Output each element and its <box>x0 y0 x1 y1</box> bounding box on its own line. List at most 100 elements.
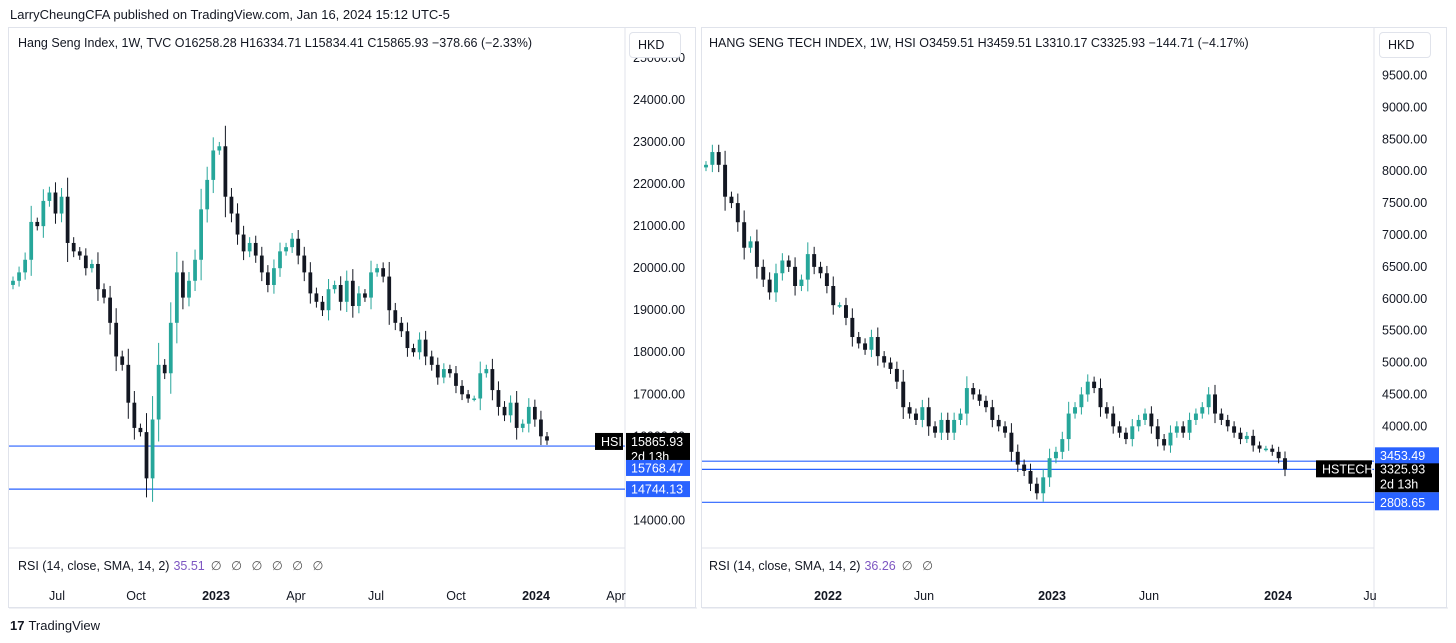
hsi-candlestick-chart[interactable]: 25000.0024000.0023000.0022000.0021000.00… <box>9 28 697 609</box>
candle-body <box>241 234 246 252</box>
candle-body <box>59 196 64 214</box>
candle-body <box>735 203 740 223</box>
candle-body <box>1206 394 1211 408</box>
hstech-legend: HANG SENG TECH INDEX, 1W, HSI O3459.51 H… <box>709 36 1249 50</box>
candle-body <box>996 419 1001 427</box>
candle-body <box>265 272 270 285</box>
x-tick-label: Ju <box>1363 589 1376 603</box>
candle-body <box>850 317 855 338</box>
candle-body <box>77 251 82 256</box>
candle-body <box>502 406 507 416</box>
candle-body <box>478 373 483 399</box>
candle-body <box>187 280 191 298</box>
candle-body <box>1232 426 1237 433</box>
candle-body <box>812 254 817 267</box>
candle-body <box>484 369 489 374</box>
candle-body <box>1073 407 1078 414</box>
hsi-chart-panel[interactable]: 25000.00 24000.00 23000.00 22000.00 21000.00… <box>8 27 697 609</box>
candle-body <box>460 385 464 395</box>
level-price-text: 2808.65 <box>1380 496 1425 510</box>
candle-body <box>545 436 549 441</box>
y-tick-label: 8000.00 <box>1382 164 1427 178</box>
candle-body <box>144 432 149 479</box>
candle-body <box>150 419 155 479</box>
x-tick-label: Jun <box>914 589 934 603</box>
candle-body <box>856 337 861 344</box>
candle-body <box>888 362 893 369</box>
y-tick-label: 17000.00 <box>633 387 685 401</box>
y-tick-label: 6500.00 <box>1382 260 1427 274</box>
candle-body <box>1104 407 1109 414</box>
candle-body <box>1053 451 1058 459</box>
candle-body <box>423 339 428 357</box>
candle-body <box>229 196 234 214</box>
candle-body <box>805 254 810 280</box>
x-tick-label: Oct <box>446 589 466 603</box>
candle-body <box>211 150 216 180</box>
x-tick-label: 2023 <box>202 589 230 603</box>
x-tick-label: 2022 <box>814 589 842 603</box>
candle-body <box>508 402 513 416</box>
y-tick-label: 8500.00 <box>1382 132 1427 146</box>
candle-body <box>369 272 373 298</box>
candle-body <box>47 192 52 201</box>
candle-body <box>761 266 766 280</box>
candle-body <box>156 364 161 420</box>
rsi-dots: ∅ ∅ <box>901 559 936 573</box>
candle-body <box>539 419 543 437</box>
candle-body <box>387 276 392 311</box>
candle-body <box>913 413 918 420</box>
hstech-currency-button[interactable]: HKD <box>1379 32 1431 58</box>
candle-body <box>490 369 495 391</box>
y-tick-label: 5500.00 <box>1382 324 1427 338</box>
x-tick-label: Jul <box>368 589 384 603</box>
candle-body <box>990 407 995 420</box>
candle-body <box>1060 439 1065 452</box>
candle-body <box>102 289 106 298</box>
candle-body <box>17 272 21 281</box>
candle-body <box>875 337 880 357</box>
candle-body <box>520 423 525 428</box>
candle-body <box>472 398 477 400</box>
candle-body <box>983 400 988 408</box>
symbol-tag-text: HSI <box>601 435 622 449</box>
hsi-currency-button[interactable]: HKD <box>629 32 681 58</box>
rsi-value: 35.51 <box>173 559 205 573</box>
symbol-tag <box>595 432 623 450</box>
y-tick-label: 21000.00 <box>633 219 685 233</box>
symbol-tag <box>1316 460 1372 478</box>
rsi-label: RSI (14, close, SMA, 14, 2) <box>18 559 170 573</box>
candle-body <box>1283 458 1287 470</box>
candle-body <box>429 356 434 365</box>
candle-body <box>193 259 197 281</box>
candle-body <box>748 241 753 248</box>
candle-body <box>1009 432 1014 452</box>
y-tick-label: 6000.00 <box>1382 292 1427 306</box>
candle-body <box>1200 407 1205 414</box>
x-tick-label: Jun <box>1139 589 1159 603</box>
x-tick-label: Apr <box>286 589 305 603</box>
x-tick-label: 2023 <box>1038 589 1066 603</box>
candle-body <box>83 255 88 269</box>
candle-body <box>126 364 131 403</box>
candle-body <box>448 369 452 374</box>
candle-body <box>1181 426 1186 433</box>
candle-body <box>350 280 355 307</box>
candle-body <box>977 394 982 401</box>
level-price-tag <box>1375 494 1439 511</box>
countdown-text: 2d 13h <box>1380 477 1418 491</box>
hstech-candlestick-chart[interactable]: 9500.00 9000.00 8500.00 8000.00 7500.00 7000.… <box>702 28 1448 609</box>
candle-body <box>1015 451 1020 465</box>
candle-body <box>831 286 836 306</box>
candle-body <box>532 406 537 420</box>
level-price-tag <box>626 459 690 476</box>
candle-body <box>526 406 531 424</box>
level-price-tag <box>626 481 690 498</box>
candle-body <box>774 273 778 293</box>
last-price-text: 15865.93 <box>631 435 683 449</box>
candle-body <box>704 164 708 168</box>
candle-body <box>417 339 422 353</box>
x-tick-label: 2024 <box>1264 589 1292 603</box>
hstech-chart-panel[interactable]: 9500.00 9000.00 8500.00 8000.00 7500.00 7000.… <box>701 27 1448 609</box>
y-tick-label: 22000.00 <box>633 177 685 191</box>
